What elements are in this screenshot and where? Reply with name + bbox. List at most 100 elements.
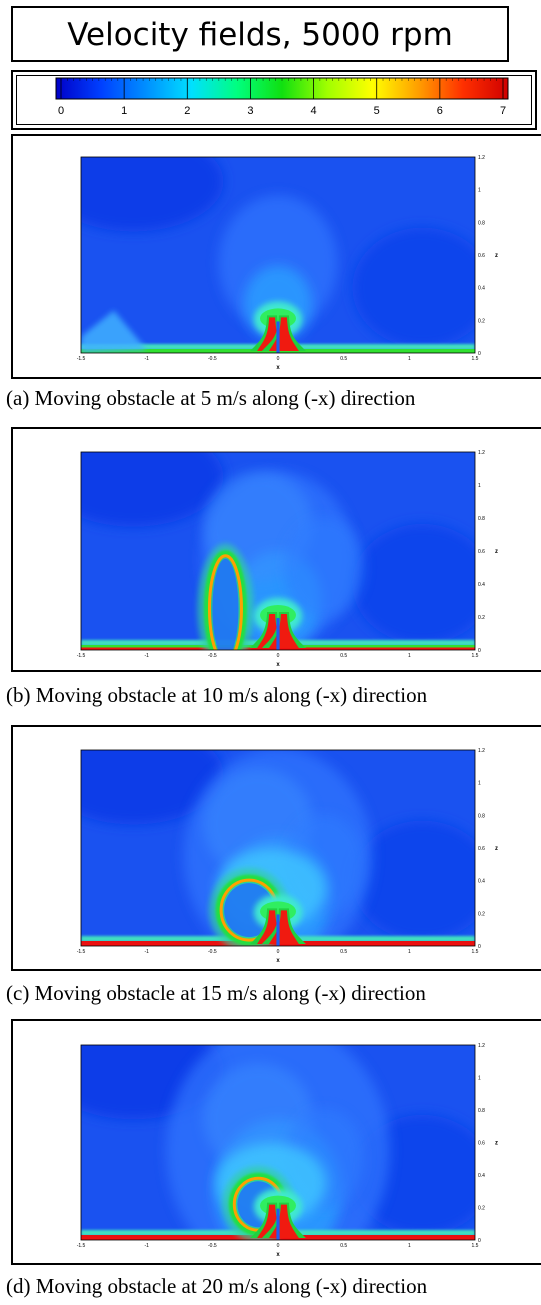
panel-frame-a (11, 134, 541, 379)
colorbar-tick-label: 2 (184, 105, 190, 117)
contour-plot-a: -1.5 -1 -0.5 0 0.5 1 1.500.20.40.60.811.2xz (77, 155, 498, 371)
x-tick-label: 0 (277, 356, 280, 362)
vortex-ring-core (207, 554, 243, 650)
x-tick-label: -1 (144, 356, 149, 362)
obstacle-gap (276, 1208, 280, 1240)
caption-c: (c) Moving obstacle at 15 m/s along (-x)… (6, 981, 426, 1005)
z-tick-label: 0.2 (478, 615, 485, 621)
z-tick-label: 1.2 (478, 450, 485, 456)
x-tick-label: 1 (408, 356, 411, 362)
caption-b: (b) Moving obstacle at 10 m/s along (-x)… (6, 683, 428, 707)
z-tick-label: 0.2 (478, 1206, 485, 1212)
z-tick-label: 0.4 (478, 582, 485, 588)
z-tick-label: 0.8 (478, 220, 485, 226)
x-tick-label: -1 (144, 1243, 149, 1249)
z-tick-label: 0.2 (478, 911, 485, 917)
z-tick-label: 0 (478, 351, 481, 357)
x-tick-label: -1 (144, 949, 149, 955)
z-tick-label: 0 (478, 648, 481, 654)
z-tick-label: 1.2 (478, 748, 485, 754)
plot-border (80, 749, 476, 947)
x-tick-label: -1.5 (77, 356, 86, 362)
x-tick-label: -0.5 (208, 949, 217, 955)
velocity-field (81, 1045, 475, 1240)
colorbar-tick-label: 3 (247, 105, 253, 117)
panel-frame-c (11, 725, 541, 971)
jet-column-core (268, 614, 299, 648)
x-tick-label: 0.5 (340, 653, 347, 659)
title-box: Velocity fields, 5000 rpm (11, 6, 509, 62)
low-velocity-region (352, 524, 475, 644)
wake-region (283, 517, 364, 618)
z-tick-label: 0.6 (478, 1141, 485, 1147)
contour-plot-b: -1.5 -1 -0.5 0 0.5 1 1.500.20.40.60.811.2xz (77, 450, 498, 668)
jet-column-core (268, 910, 299, 944)
x-tick-label: -1.5 (77, 1243, 86, 1249)
colorbar-tick-label: 5 (374, 105, 380, 117)
x-tick-label: -0.5 (208, 356, 217, 362)
jet-column-core (268, 317, 299, 351)
x-tick-label: 0.5 (340, 356, 347, 362)
z-tick-label: 0.6 (478, 253, 485, 259)
z-axis-label: z (495, 846, 498, 852)
colorbar-box: 0 1 2 3 4 5 6 7 (11, 70, 537, 130)
x-tick-label: 1.5 (472, 653, 479, 659)
x-tick-label: 1 (408, 949, 411, 955)
z-tick-label: 1 (478, 188, 481, 194)
plot-border (80, 451, 476, 651)
velocity-field (81, 157, 475, 353)
obstacle-gap (276, 321, 280, 353)
x-tick-label: 1 (408, 653, 411, 659)
colorbar-tick-label: 7 (500, 105, 506, 117)
plot-border (80, 1044, 476, 1241)
panel-frame-b (11, 427, 541, 672)
colorbar-tick-label: 4 (311, 105, 317, 117)
velocity-field (81, 452, 475, 650)
x-tick-label: 1 (408, 1243, 411, 1249)
z-tick-label: 0.6 (478, 846, 485, 852)
low-velocity-region (81, 750, 224, 825)
z-axis-label: z (495, 253, 498, 259)
x-axis-label: x (276, 958, 280, 964)
x-tick-label: -1 (144, 653, 149, 659)
low-velocity-region (352, 227, 475, 348)
colorbar-tick-label: 1 (121, 105, 127, 117)
z-axis-label: z (495, 549, 498, 555)
x-tick-label: -1.5 (77, 653, 86, 659)
z-axis-label: z (495, 1141, 498, 1147)
x-tick-label: 0.5 (340, 1243, 347, 1249)
x-axis-label: x (276, 662, 280, 668)
x-tick-label: 1.5 (472, 949, 479, 955)
figure-title: Velocity fields, 5000 rpm (67, 17, 453, 53)
panel-frame-d (11, 1019, 541, 1265)
z-tick-label: 1.2 (478, 1043, 485, 1049)
z-tick-label: 0.8 (478, 1108, 485, 1114)
vortex-ring (203, 550, 247, 650)
colorbar-tick-label: 0 (58, 105, 64, 117)
z-tick-label: 1 (478, 781, 481, 787)
z-tick-label: 0.2 (478, 318, 485, 324)
x-axis-label: x (276, 365, 280, 371)
z-tick-label: 0.6 (478, 549, 485, 555)
z-tick-label: 0.4 (478, 286, 485, 292)
contour-plot-d: -1.5 -1 -0.5 0 0.5 1 1.500.20.40.60.811.2xz (77, 1043, 498, 1258)
x-tick-label: 0 (277, 653, 280, 659)
z-tick-label: 1 (478, 483, 481, 489)
x-tick-label: -1.5 (77, 949, 86, 955)
z-tick-label: 0.8 (478, 813, 485, 819)
z-tick-label: 0.4 (478, 879, 485, 885)
low-velocity-region (81, 157, 224, 232)
z-tick-label: 0 (478, 1238, 481, 1244)
contour-plot-c: -1.5 -1 -0.5 0 0.5 1 1.500.20.40.60.811.2xz (77, 748, 498, 964)
low-velocity-region (81, 452, 224, 527)
z-tick-label: 1.2 (478, 155, 485, 161)
z-tick-label: 0.4 (478, 1173, 485, 1179)
caption-a: (a) Moving obstacle at 5 m/s along (-x) … (6, 386, 416, 410)
z-tick-label: 0.8 (478, 516, 485, 522)
x-tick-label: 1.5 (472, 356, 479, 362)
vortex-ring-inner (212, 558, 239, 650)
velocity-field (81, 750, 475, 946)
x-tick-label: -0.5 (208, 1243, 217, 1249)
jet-column-core (268, 1204, 299, 1238)
